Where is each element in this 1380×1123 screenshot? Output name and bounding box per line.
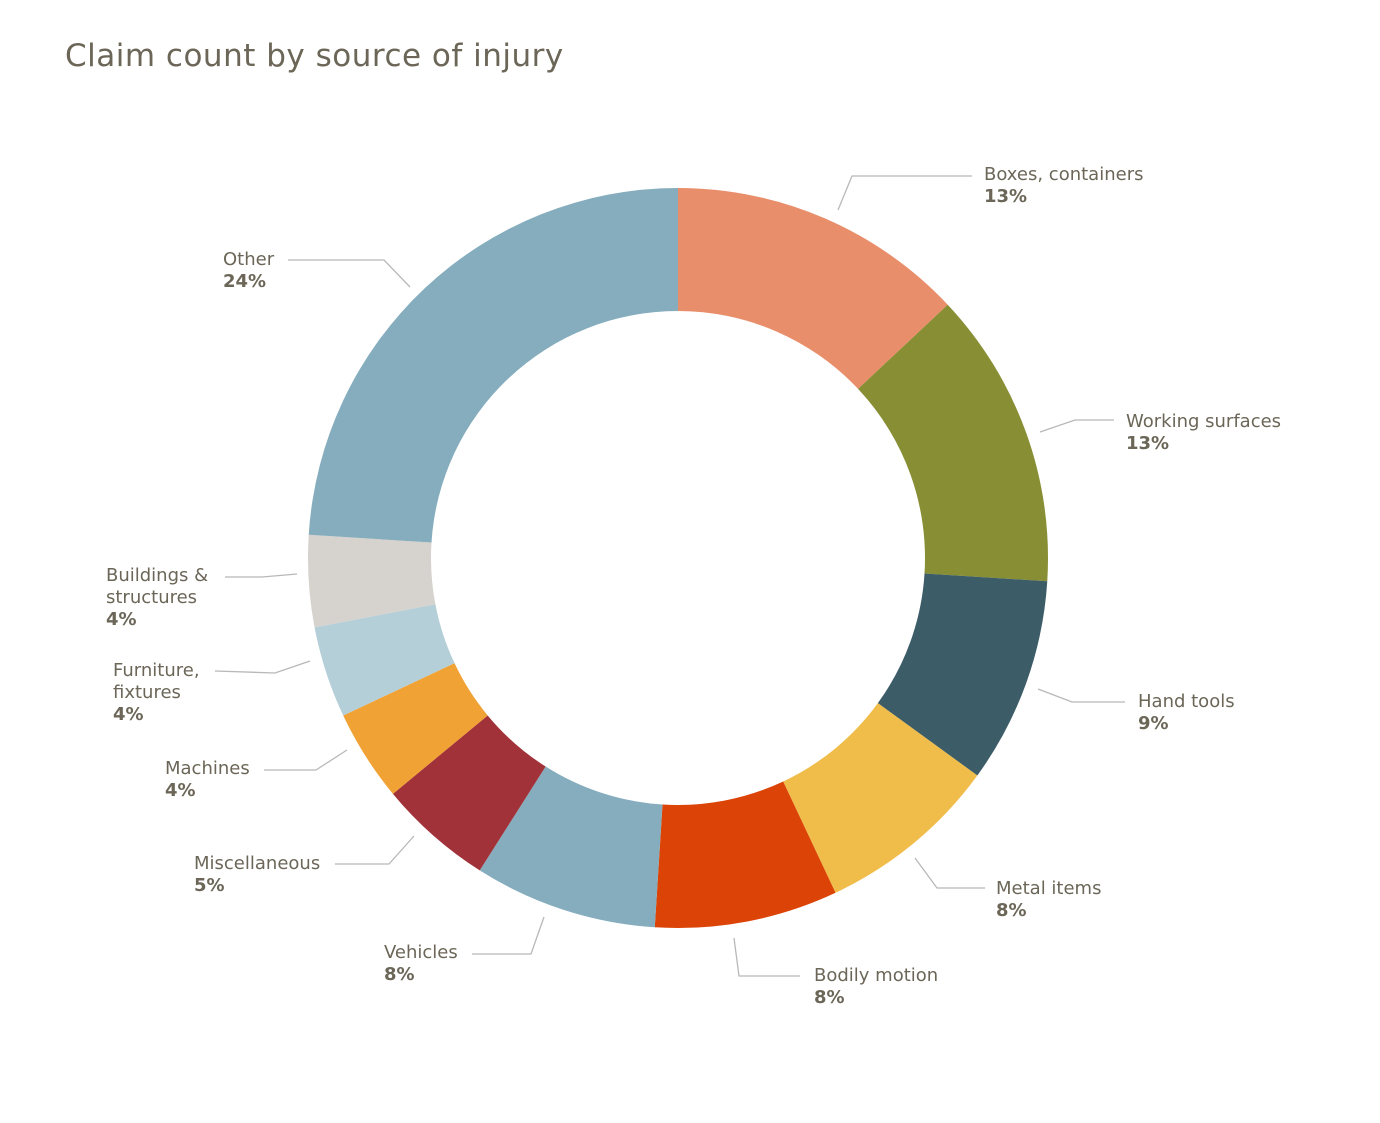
label-percent: 8% xyxy=(814,987,845,1008)
slice-furniture-fixtures xyxy=(314,604,455,716)
leader-line-other xyxy=(288,259,411,288)
label-name: Metal items xyxy=(996,878,1101,899)
label-name: Buildings & xyxy=(106,565,208,586)
leader-line-boxes-containers xyxy=(837,175,972,211)
label-name: Boxes, containers xyxy=(984,164,1143,185)
leader-line-metal-items xyxy=(914,857,985,889)
slice-other xyxy=(308,188,678,543)
leader-line-machines xyxy=(264,749,348,771)
label-name: Furniture, xyxy=(113,660,200,681)
label-name: fixtures xyxy=(113,682,181,703)
label-name: Miscellaneous xyxy=(194,853,320,874)
slice-vehicles xyxy=(479,766,663,928)
label-name: Vehicles xyxy=(384,942,458,963)
slice-hand-tools xyxy=(877,573,1048,776)
leader-line-vehicles xyxy=(472,916,545,955)
slice-boxes-containers xyxy=(678,188,948,389)
label-percent: 8% xyxy=(384,964,415,985)
label-name: Hand tools xyxy=(1138,691,1235,712)
label-name: Other xyxy=(223,249,275,270)
label-name: Machines xyxy=(165,758,250,779)
leader-line-furniture-fixtures xyxy=(214,660,311,674)
label-percent: 13% xyxy=(984,186,1027,207)
label-percent: 8% xyxy=(996,900,1027,921)
slice-buildings-and-structures xyxy=(308,534,436,628)
slices-layer xyxy=(308,188,1048,928)
label-percent: 24% xyxy=(223,271,266,292)
label-name: structures xyxy=(106,587,197,608)
leader-line-bodily-motion xyxy=(733,937,800,977)
slice-metal-items xyxy=(783,703,978,893)
label-percent: 9% xyxy=(1138,713,1169,734)
label-percent: 13% xyxy=(1126,433,1169,454)
label-name: Working surfaces xyxy=(1126,411,1281,432)
slice-miscellaneous xyxy=(392,715,546,871)
label-percent: 5% xyxy=(194,875,225,896)
leader-line-miscellaneous xyxy=(335,835,415,865)
label-percent: 4% xyxy=(165,780,196,801)
leaders-layer xyxy=(214,175,1125,977)
label-percent: 4% xyxy=(106,609,137,630)
slice-machines xyxy=(343,663,488,794)
label-percent: 4% xyxy=(113,704,144,725)
label-name: Bodily motion xyxy=(814,965,938,986)
leader-line-working-surfaces xyxy=(1039,419,1114,433)
chart-title: Claim count by source of injury xyxy=(65,38,564,74)
slice-working-surfaces xyxy=(858,304,1048,582)
leader-line-hand-tools xyxy=(1037,688,1125,703)
slice-bodily-motion xyxy=(654,781,836,928)
leader-line-buildings-and-structures xyxy=(225,573,298,578)
